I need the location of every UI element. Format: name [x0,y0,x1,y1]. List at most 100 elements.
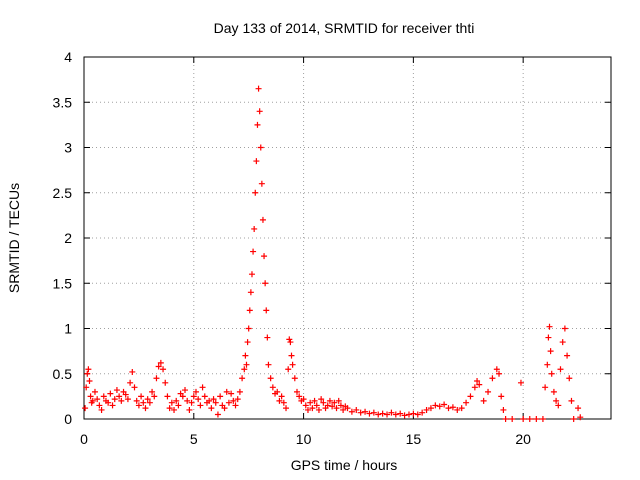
data-point [253,158,260,165]
data-point [520,416,527,422]
data-point [195,396,202,403]
data-point [432,402,439,409]
data-point [166,405,173,412]
data-point [192,388,199,395]
data-point [546,323,553,330]
data-point [212,399,219,406]
data-point [87,393,94,400]
data-point [405,411,412,418]
data-point [230,397,237,404]
data-point [449,404,456,411]
data-point [436,403,443,410]
data-point [262,280,269,287]
data-point [280,399,287,406]
data-point [397,410,404,417]
data-point [84,370,91,377]
data-point [264,334,271,341]
x-tick-label: 5 [190,431,198,447]
data-point [269,384,276,391]
data-point [91,388,98,395]
data-point [570,416,577,422]
x-tick-label: 0 [80,431,88,447]
data-point [246,307,253,314]
data-point [252,189,259,196]
data-point [228,390,235,397]
data-point [151,393,158,400]
data-point [379,410,386,417]
data-point [401,412,408,419]
data-point [539,416,546,422]
data-point [557,366,564,373]
data-point [463,399,470,406]
data-point [555,402,562,409]
data-point [568,397,575,404]
data-point [474,377,481,384]
data-point [445,405,452,412]
data-point [232,402,239,409]
data-point [423,406,430,413]
x-tick-label: 15 [406,431,422,447]
data-point [344,405,351,412]
data-point [550,388,557,395]
data-point [261,253,268,260]
data-point [256,108,263,115]
data-point [291,375,298,382]
data-point [559,339,566,346]
data-point [140,399,147,406]
data-point [239,375,246,382]
data-point [82,405,89,412]
x-axis-label: GPS time / hours [291,457,398,473]
data-point [566,375,573,382]
data-point [245,325,252,332]
data-point [109,402,116,409]
data-point [467,393,474,400]
data-point [329,403,336,410]
data-point [348,408,355,415]
data-point [542,384,549,391]
data-point [498,393,505,400]
data-point [135,402,142,409]
data-point [414,411,421,418]
data-point [335,397,342,404]
data-point [326,397,333,404]
data-point [489,375,496,382]
data-point [105,399,112,406]
data-point [476,381,483,388]
data-point [263,307,270,314]
y-tick-label: 0.5 [53,366,73,382]
y-tick-label: 4 [64,49,72,65]
data-point [225,399,232,406]
data-point [214,411,221,418]
data-point [116,393,123,400]
data-point [286,336,293,343]
data-point [454,406,461,413]
data-point [94,396,101,403]
data-point [133,397,140,404]
data-point [259,216,266,223]
y-tick-labels: 0 0.5 1 1.5 2 2.5 3 3.5 4 [53,49,73,427]
data-point [160,366,167,373]
data-point [236,388,243,395]
data-point [255,85,262,92]
data-point [83,384,90,391]
data-point [370,409,377,416]
y-tick-label: 3.5 [53,94,73,110]
data-point [146,399,153,406]
data-point [98,406,105,413]
data-point [300,396,307,403]
data-point [186,406,193,413]
data-point [315,406,322,413]
data-point [577,414,584,421]
data-point [375,411,382,418]
data-point [293,388,300,395]
data-point [247,289,254,296]
x-tick-label: 20 [515,431,531,447]
data-point [142,405,149,412]
data-point [388,409,395,416]
data-point [285,366,292,373]
data-point [129,368,136,375]
data-point [124,396,131,403]
data-point [243,361,250,368]
data-point [307,399,314,406]
data-point [324,402,331,409]
